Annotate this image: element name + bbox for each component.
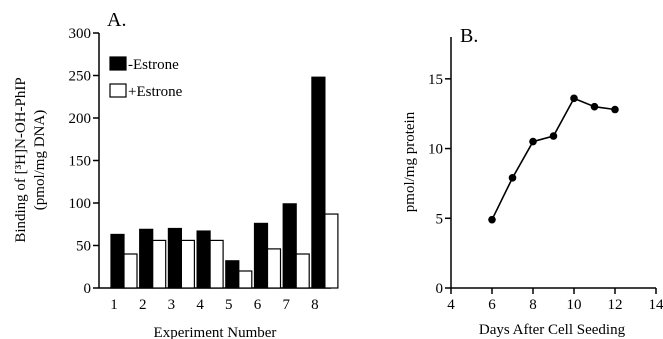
bar-plus-estrone: [324, 213, 339, 289]
data-point: [611, 105, 619, 114]
data-point: [529, 137, 537, 146]
bar-minus-estrone: [110, 233, 125, 289]
bar-minus-estrone: [167, 227, 182, 289]
x-tick-label: 1: [110, 297, 118, 313]
panel-a-legend: -Estrone +Estrone: [109, 56, 183, 100]
x-tick-label: 3: [168, 297, 176, 313]
bar-minus-estrone: [139, 228, 154, 289]
data-point: [508, 174, 517, 182]
data-point: [570, 94, 578, 103]
panel-b-series-line: [491, 97, 616, 221]
panel-a-y-axis-label-line2: (pmol/mg DNA): [32, 110, 48, 210]
legend-label-minus-estrone: -Estrone: [128, 57, 179, 73]
panel-a-x-ticks: 1 2 3 4 5 6 7 8: [110, 297, 318, 313]
legend-label-plus-estrone: +Estrone: [128, 84, 183, 100]
panel-a-label: A.: [107, 9, 126, 31]
panel-b-y-ticks: 0 5 10 15: [428, 72, 451, 297]
panel-a-x-axis-label: Experiment Number: [154, 325, 277, 339]
panel-b-x-ticks: 4 6 8 10 12 14: [447, 288, 663, 313]
x-tick-label: 4: [447, 297, 455, 313]
y-tick-label: 0: [84, 281, 92, 297]
bar-plus-estrone: [180, 239, 195, 289]
panel-a-bar-chart: A. 0 50 100 150 200 250 300 1 2 3 4 5 6 7 8 Experimen…: [13, 9, 339, 339]
x-tick-label: 8: [529, 297, 537, 313]
x-tick-label: 12: [608, 297, 623, 313]
y-tick-label: 50: [76, 239, 91, 255]
panel-b-y-axis-label: pmol/mg protein: [402, 111, 418, 212]
y-tick-label: 250: [69, 69, 92, 85]
x-tick-label: 7: [282, 297, 290, 313]
x-tick-label: 14: [649, 297, 663, 313]
data-point: [590, 102, 599, 111]
legend-swatch-minus-estrone: [109, 56, 127, 71]
data-point: [549, 132, 558, 140]
y-tick-label: 100: [69, 196, 92, 212]
bar-minus-estrone: [282, 203, 297, 289]
bar-minus-estrone: [225, 260, 240, 289]
bar-plus-estrone: [209, 239, 224, 289]
x-tick-label: 6: [488, 297, 496, 313]
bar-plus-estrone: [266, 248, 282, 289]
panel-b-x-axis-label: Days After Cell Seeding: [479, 322, 626, 338]
panel-a-y-axis-label-line1: Binding of [³H]N-OH-PhIP: [13, 77, 29, 242]
bar-plus-estrone: [238, 270, 253, 289]
y-tick-label: 0: [436, 281, 444, 297]
panel-a-y-ticks: 0 50 100 150 200 250 300: [69, 26, 99, 297]
bar-plus-estrone: [295, 253, 310, 289]
panel-a-bars: [110, 76, 339, 289]
bar-minus-estrone: [311, 76, 326, 289]
bar-plus-estrone: [152, 239, 167, 289]
y-tick-label: 300: [69, 26, 92, 42]
bar-minus-estrone: [196, 230, 211, 289]
x-tick-label: 5: [225, 297, 233, 313]
x-tick-label: 6: [254, 297, 262, 313]
x-tick-label: 8: [311, 297, 319, 313]
y-tick-label: 10: [428, 142, 443, 158]
panel-b-label: B.: [460, 25, 478, 47]
panel-b-line-chart: B. 0 5 10 15 4 6 8 10 12 14 Days After Cell Seed…: [402, 25, 663, 338]
y-tick-label: 150: [69, 154, 92, 170]
y-tick-label: 15: [428, 72, 443, 88]
y-tick-label: 200: [69, 111, 92, 127]
x-tick-label: 4: [196, 297, 204, 313]
data-point: [488, 215, 496, 224]
bar-plus-estrone: [123, 253, 138, 289]
legend-swatch-plus-estrone: [109, 83, 127, 98]
bar-minus-estrone: [253, 222, 269, 289]
x-tick-label: 10: [567, 297, 582, 313]
panel-b-points: [488, 94, 619, 224]
x-tick-label: 2: [139, 297, 147, 313]
y-tick-label: 5: [436, 211, 444, 227]
